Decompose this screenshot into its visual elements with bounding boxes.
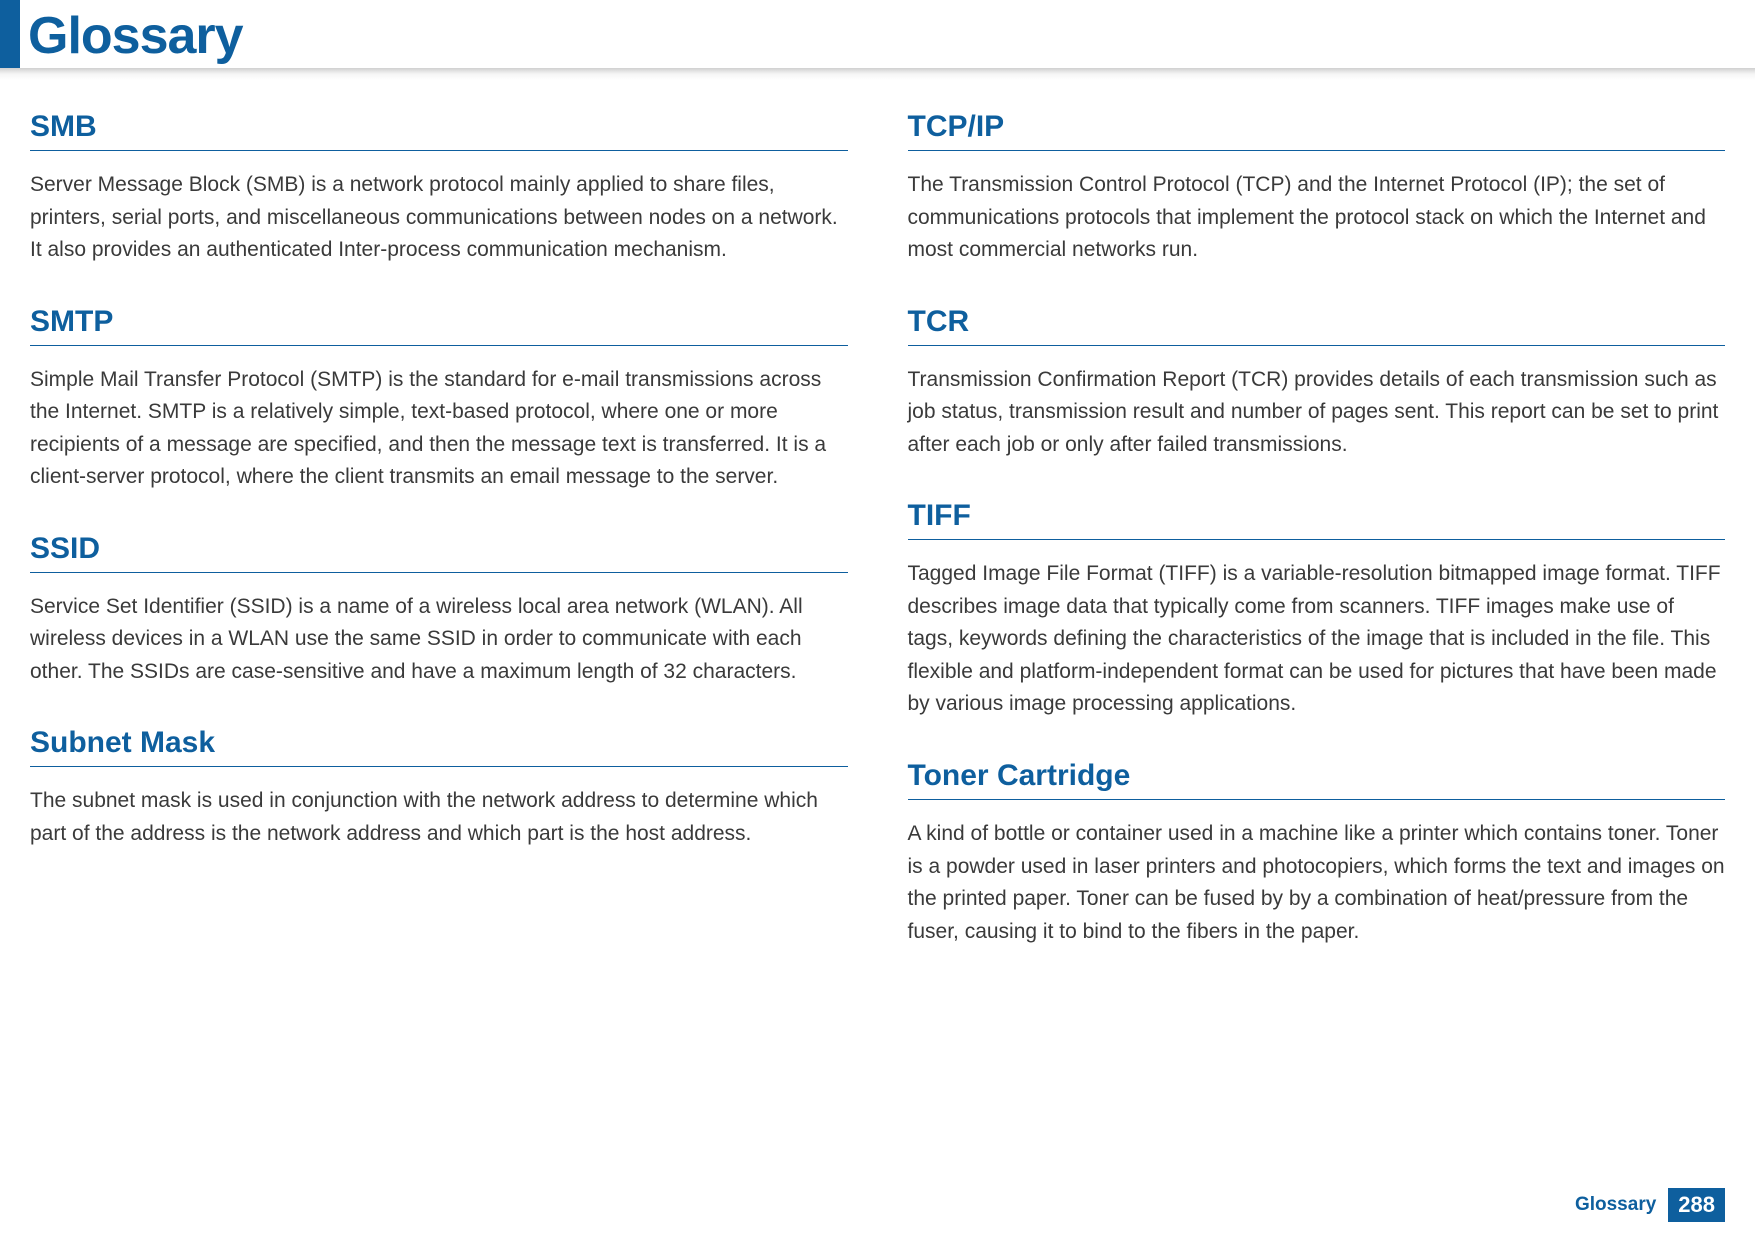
right-column: TCP/IP The Transmission Control Protocol… — [908, 110, 1726, 986]
glossary-entry: Toner Cartridge A kind of bottle or cont… — [908, 759, 1726, 948]
glossary-entry: TCR Transmission Confirmation Report (TC… — [908, 305, 1726, 462]
glossary-term: TCP/IP — [908, 110, 1726, 151]
left-column: SMB Server Message Block (SMB) is a netw… — [30, 110, 848, 986]
glossary-definition: The Transmission Control Protocol (TCP) … — [908, 169, 1726, 267]
glossary-entry: Subnet Mask The subnet mask is used in c… — [30, 726, 848, 850]
glossary-definition: A kind of bottle or container used in a … — [908, 818, 1726, 948]
glossary-definition: Service Set Identifier (SSID) is a name … — [30, 591, 848, 689]
glossary-entry: TIFF Tagged Image File Format (TIFF) is … — [908, 499, 1726, 721]
footer-label: Glossary — [1575, 1194, 1656, 1216]
glossary-term: TCR — [908, 305, 1726, 346]
glossary-entry: SMB Server Message Block (SMB) is a netw… — [30, 110, 848, 267]
glossary-definition: Simple Mail Transfer Protocol (SMTP) is … — [30, 364, 848, 494]
glossary-term: Toner Cartridge — [908, 759, 1726, 800]
glossary-entry: TCP/IP The Transmission Control Protocol… — [908, 110, 1726, 267]
glossary-definition: Transmission Confirmation Report (TCR) p… — [908, 364, 1726, 462]
glossary-definition: Tagged Image File Format (TIFF) is a var… — [908, 558, 1726, 721]
page-footer: Glossary 288 — [1575, 1188, 1725, 1222]
glossary-term: Subnet Mask — [30, 726, 848, 767]
page-number: 288 — [1668, 1188, 1725, 1222]
glossary-entry: SSID Service Set Identifier (SSID) is a … — [30, 532, 848, 689]
header-underline — [0, 68, 1755, 80]
content-area: SMB Server Message Block (SMB) is a netw… — [0, 72, 1755, 986]
glossary-definition: Server Message Block (SMB) is a network … — [30, 169, 848, 267]
page-header: Glossary — [0, 0, 1755, 72]
glossary-definition: The subnet mask is used in conjunction w… — [30, 785, 848, 850]
glossary-term: SMB — [30, 110, 848, 151]
glossary-term: TIFF — [908, 499, 1726, 540]
glossary-entry: SMTP Simple Mail Transfer Protocol (SMTP… — [30, 305, 848, 494]
glossary-term: SMTP — [30, 305, 848, 346]
header-accent-bar — [0, 0, 20, 72]
glossary-term: SSID — [30, 532, 848, 573]
page-title: Glossary — [28, 6, 243, 66]
